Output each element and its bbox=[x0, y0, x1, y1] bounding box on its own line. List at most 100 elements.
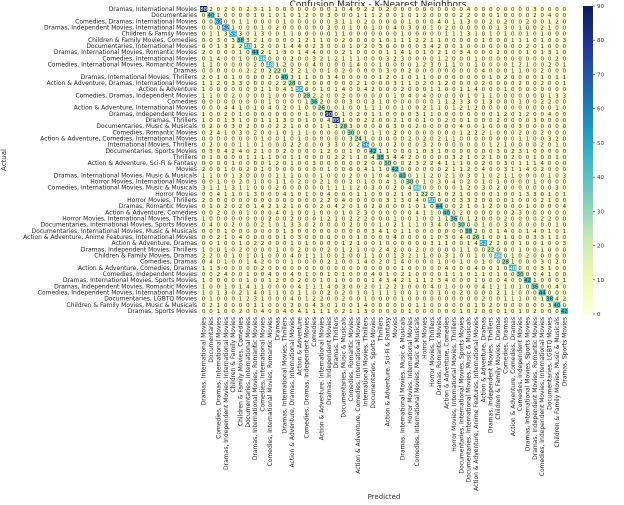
cell-value-label: 1 bbox=[482, 38, 486, 44]
cell-value-label: 0 bbox=[460, 7, 464, 13]
heatmap-cell bbox=[303, 42, 311, 50]
cell-value-label: 0 bbox=[298, 19, 302, 25]
cell-value-label: 4 bbox=[349, 7, 353, 13]
heatmap-cell bbox=[273, 67, 282, 74]
cell-value-label: 0 bbox=[393, 19, 397, 25]
cell-value-label: 1 bbox=[239, 106, 243, 112]
heatmap-cell bbox=[207, 24, 215, 31]
heatmap-cell bbox=[516, 104, 524, 111]
heatmap-cell bbox=[435, 67, 443, 74]
cell-value-label: 1 bbox=[526, 32, 530, 38]
heatmap-cell bbox=[391, 92, 399, 99]
cell-value-label: 0 bbox=[408, 112, 412, 118]
heatmap-cell bbox=[384, 36, 392, 44]
cell-value-label: 44 bbox=[252, 50, 259, 56]
cell-value-label: 1 bbox=[526, 38, 530, 44]
heatmap-cell bbox=[222, 86, 230, 93]
heatmap-cell bbox=[332, 30, 340, 37]
heatmap-cell bbox=[361, 98, 370, 105]
cell-value-label: 0 bbox=[452, 93, 456, 99]
cell-value-label: 0 bbox=[482, 13, 486, 19]
cell-value-label: 0 bbox=[298, 99, 302, 105]
cell-value-label: 0 bbox=[356, 75, 360, 81]
heatmap-cell bbox=[354, 98, 362, 105]
heatmap-cell bbox=[538, 42, 546, 50]
cell-value-label: 4 bbox=[356, 63, 360, 69]
heatmap-cell bbox=[487, 61, 495, 68]
cell-value-label: 0 bbox=[540, 309, 544, 315]
heatmap-cell bbox=[435, 79, 443, 87]
heatmap-cell bbox=[295, 42, 304, 50]
heatmap-cell bbox=[207, 42, 215, 50]
heatmap-cell bbox=[494, 61, 502, 68]
cell-value-label: 0 bbox=[474, 44, 478, 50]
cell-value-label: 26 bbox=[318, 106, 325, 112]
cell-value-label: 0 bbox=[231, 13, 235, 19]
cell-value-label: 2 bbox=[261, 44, 265, 50]
heatmap-cell bbox=[236, 86, 245, 93]
cell-value-label: 0 bbox=[504, 81, 508, 87]
cell-value-label: 0 bbox=[408, 44, 412, 50]
heatmap-cell bbox=[317, 24, 326, 31]
cell-value-label: 0 bbox=[518, 87, 522, 93]
heatmap-cell bbox=[391, 98, 399, 105]
heatmap-cell bbox=[376, 61, 385, 68]
heatmap-cell bbox=[442, 36, 451, 44]
cell-value-label: 1 bbox=[401, 81, 405, 87]
heatmap-cell bbox=[288, 92, 296, 99]
cell-value-label: 0 bbox=[452, 38, 456, 44]
heatmap-cell bbox=[435, 18, 443, 25]
cell-value-label: 0 bbox=[482, 56, 486, 62]
cell-value-label: 0 bbox=[467, 309, 471, 315]
cell-value-label: 0 bbox=[563, 26, 567, 32]
cell-value-label: 2 bbox=[298, 69, 302, 75]
cell-value-label: 0 bbox=[548, 87, 552, 93]
heatmap-cell bbox=[354, 92, 362, 99]
cell-value-label: 0 bbox=[430, 13, 434, 19]
heatmap-cell bbox=[214, 12, 223, 19]
cell-value-label: 1 bbox=[452, 19, 456, 25]
cell-value-label: 0 bbox=[253, 99, 257, 105]
heatmap-cell bbox=[354, 67, 362, 74]
cell-value-label: 0 bbox=[290, 99, 294, 105]
cell-value-label: 1 bbox=[253, 32, 257, 38]
cell-value-label: 0 bbox=[246, 26, 250, 32]
heatmap-cell bbox=[229, 79, 237, 87]
heatmap-cell bbox=[420, 55, 429, 62]
heatmap-cell bbox=[280, 61, 289, 68]
heatmap-cell bbox=[376, 73, 385, 80]
heatmap-cell bbox=[354, 49, 362, 56]
cell-value-label: 0 bbox=[356, 106, 360, 112]
cell-value-label: 1 bbox=[548, 93, 552, 99]
cell-value-label: 1 bbox=[342, 112, 346, 118]
heatmap-cell bbox=[516, 36, 524, 44]
heatmap-cell bbox=[494, 36, 502, 44]
cell-value-label: 0 bbox=[276, 309, 280, 315]
heatmap-cell bbox=[472, 30, 480, 37]
heatmap-cell bbox=[376, 18, 385, 25]
heatmap-cell bbox=[435, 55, 443, 62]
cell-value-label: 0 bbox=[224, 87, 228, 93]
heatmap-cell bbox=[479, 6, 488, 13]
cell-value-label: 1 bbox=[283, 13, 287, 19]
heatmap-cell bbox=[376, 42, 385, 50]
heatmap-cell bbox=[531, 98, 539, 105]
cell-value-label: 0 bbox=[452, 44, 456, 50]
heatmap-cell bbox=[288, 30, 296, 37]
heatmap-cell bbox=[214, 42, 223, 50]
cell-value-label: 1 bbox=[202, 63, 206, 69]
heatmap-cell bbox=[442, 92, 451, 99]
heatmap-cell bbox=[354, 86, 362, 93]
cell-value-label: 0 bbox=[327, 106, 331, 112]
cell-value-label: 0 bbox=[224, 63, 228, 69]
heatmap-cell bbox=[273, 42, 282, 50]
cell-value-label: 0 bbox=[334, 69, 338, 75]
cell-value-label: 3 bbox=[460, 50, 464, 56]
heatmap-cell bbox=[457, 104, 466, 111]
cell-value-label: 0 bbox=[290, 38, 294, 44]
cell-value-label: 1 bbox=[342, 56, 346, 62]
cell-value-label: 1 bbox=[518, 38, 522, 44]
cell-value-label: 1 bbox=[518, 26, 522, 32]
heatmap-cell bbox=[406, 30, 414, 37]
cell-value-label: 0 bbox=[320, 69, 324, 75]
